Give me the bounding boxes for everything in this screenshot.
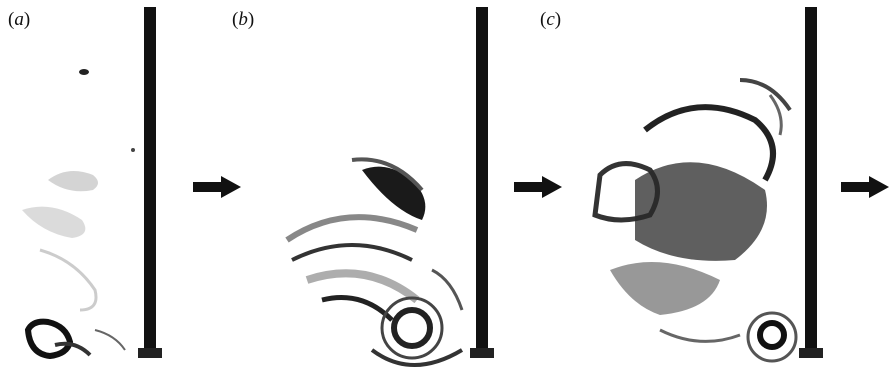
plate-b bbox=[476, 7, 488, 357]
panel-label-a: (a) bbox=[8, 9, 31, 30]
flow-visualization-a bbox=[22, 7, 162, 360]
panel-a: (a) bbox=[0, 0, 190, 387]
arrow-a-to-b bbox=[193, 176, 241, 203]
arrow-c-to-next bbox=[841, 176, 889, 203]
panel-label-c: (c) bbox=[540, 9, 562, 30]
panel-label-b: (b) bbox=[232, 9, 255, 30]
flow-visualization-b bbox=[285, 7, 494, 367]
plate-c bbox=[805, 7, 817, 357]
flow-visualization-c bbox=[592, 7, 823, 363]
panel-b: (b) bbox=[232, 0, 502, 387]
plate-a bbox=[144, 7, 156, 357]
panel-c: (c) bbox=[540, 0, 840, 387]
arrow-b-to-c bbox=[514, 176, 562, 203]
